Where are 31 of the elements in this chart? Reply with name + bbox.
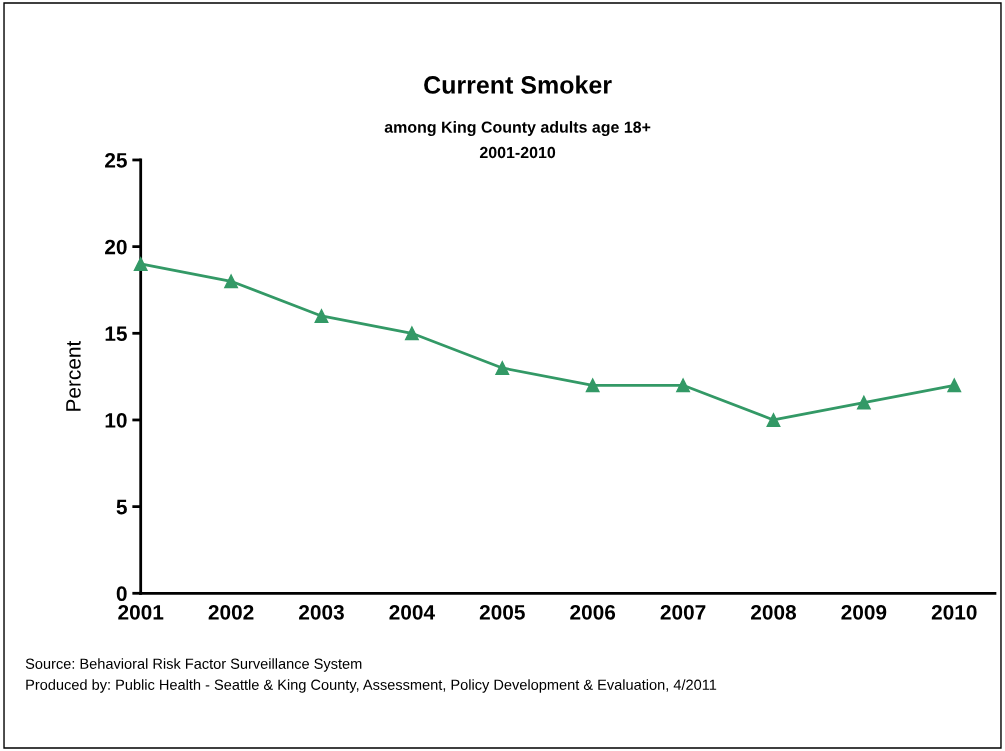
y-tick-label: 10 xyxy=(105,412,127,428)
point xyxy=(856,395,871,410)
chart-title: Current Smoker xyxy=(424,75,612,94)
x-tick-label: 2009 xyxy=(841,604,887,620)
chart-subtitle: among King County adults age 18+ 2001-2010 xyxy=(384,121,651,159)
point xyxy=(676,378,691,393)
y-tick-label: 15 xyxy=(105,326,127,342)
y-tick-label: 0 xyxy=(116,586,127,602)
x-tick-label: 2006 xyxy=(570,604,616,620)
y-tick-label: 25 xyxy=(105,152,127,168)
point xyxy=(133,257,148,271)
point xyxy=(585,378,600,393)
point xyxy=(314,309,329,323)
point xyxy=(224,274,239,289)
y-axis-title: Percent xyxy=(66,340,81,411)
x-tick-label: 2002 xyxy=(208,604,254,620)
source-note: Source: Behavioral Risk Factor Surveillance System xyxy=(25,658,362,672)
point xyxy=(766,413,781,427)
point xyxy=(404,326,419,341)
x-tick-label: 2005 xyxy=(479,604,525,620)
y-tick-label: 5 xyxy=(116,499,127,515)
x-tick-label: 2010 xyxy=(931,604,977,620)
text: Produced by: Public Health - Seattle & King County, Assessment, Policy Development & Evaluation, 4/2011 xyxy=(26,679,717,693)
x-tick-label: 2008 xyxy=(751,604,797,620)
x-tick-label: 2003 xyxy=(299,604,344,620)
point xyxy=(495,361,510,375)
y-tick-label: 20 xyxy=(105,239,127,255)
x-tick-label: 2001 xyxy=(118,604,164,620)
x-tick-label: 2007 xyxy=(660,604,706,620)
point xyxy=(947,378,962,393)
x-tick-label: 2004 xyxy=(389,604,435,620)
